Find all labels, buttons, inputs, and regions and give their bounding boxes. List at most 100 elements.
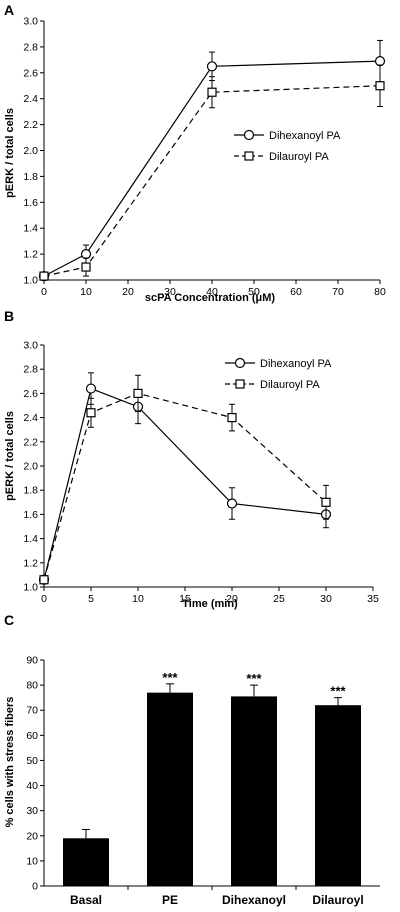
panel-b-x-tick-label: 5 <box>88 593 94 605</box>
panel-b-y-tick-label: 1.2 <box>23 557 38 569</box>
panel-b-y-tick-label: 2.2 <box>23 436 38 448</box>
panel-c-bar-1 <box>63 838 109 886</box>
panel-c-y-axis-label: % cells with stress fibers <box>4 697 16 828</box>
panel-a-legend-marker-2 <box>244 151 254 161</box>
panel-b-series-2-point <box>133 388 143 399</box>
panel-a-series-2-point <box>207 87 217 97</box>
panel-a-series-1-point <box>206 61 218 72</box>
panel-b-x-tick-label: 35 <box>367 593 379 605</box>
panel-a-y-tick-label: 2.4 <box>23 93 38 105</box>
panel-b-series-2-point <box>227 412 237 423</box>
panel-b-x-tick-label: 20 <box>226 593 238 605</box>
panel-a-y-tick-label: 1.4 <box>23 223 38 235</box>
panel-c-y-tick-label: 10 <box>26 855 38 867</box>
panel-b-x-tick-label: 15 <box>179 593 191 605</box>
panel-b-legend-label-2: Dilauroyl PA <box>260 379 320 391</box>
panel-b-y-axis-label: pERK / total cells <box>4 411 16 501</box>
panel-a-series-2-line <box>43 85 381 277</box>
panel-a-series-2-point <box>39 271 49 281</box>
panel-a-y-tick-label: 3.0 <box>23 16 38 28</box>
panel-c-significance-3: *** <box>246 671 262 686</box>
panel-c-category-label-2: PE <box>162 893 178 907</box>
panel-c-category-label-1: Basal <box>70 893 102 907</box>
panel-b-letter: B <box>4 308 14 324</box>
panel-b-y-tick-label: 2.4 <box>23 412 38 424</box>
panel-a-x-tick-label: 0 <box>41 286 47 298</box>
panel-c-y-tick-label: 30 <box>26 805 38 817</box>
panel-b-series-2-point <box>86 408 96 418</box>
panel-c-y-tick-label: 40 <box>26 780 38 792</box>
panel-a-series-1-point <box>80 249 92 260</box>
panel-c-bar-2 <box>147 692 193 886</box>
panel-c-y-tick-label: 80 <box>26 680 38 692</box>
panel-a-legend-label-2: Dilauroyl PA <box>269 151 329 163</box>
panel-a-y-tick-label: 2.6 <box>23 67 38 79</box>
panel-a-legend-label-1: Dihexanoyl PA <box>269 130 341 142</box>
panel-b-y-tick-label: 2.6 <box>23 388 38 400</box>
panel-a-y-tick-label: 1.0 <box>23 275 38 287</box>
panel-a-letter: A <box>4 2 14 18</box>
panel-a-y-axis-label: pERK / total cells <box>4 108 16 198</box>
panel-b-series-1-line <box>43 387 327 580</box>
panel-a-x-axis-label: scPA Concentration (μM) <box>145 292 276 304</box>
chart-panel-b: B pERK / total cells Time (min) 1.01.21.… <box>4 308 379 610</box>
panel-a-x-tick-label: 10 <box>80 286 92 298</box>
panel-a-x-tick-label: 70 <box>332 286 344 298</box>
chart-panel-a: A pERK / total cells scPA Concentration … <box>4 2 386 304</box>
panel-c-category-label-4: Dilauroyl <box>312 893 363 907</box>
panel-c-y-tick-label: 0 <box>32 881 38 893</box>
panel-a-series-2-point <box>375 81 385 91</box>
panel-b-x-axis-label: Time (min) <box>182 598 238 610</box>
panel-a-legend-marker-1 <box>243 129 255 141</box>
panel-b-series-2-line <box>43 392 327 580</box>
panel-a-x-tick-label: 50 <box>248 286 260 298</box>
panel-b-x-tick-label: 30 <box>320 593 332 605</box>
panel-c-bar-4 <box>315 705 361 886</box>
panel-a-plot: 1.0 1.2 1.4 1.6 1.8 2.0 2.2 2.4 2.6 2.8 3.0 0 10 20 30… <box>23 16 386 299</box>
panel-a-x-tick-label: 30 <box>164 286 176 298</box>
panel-a-y-tick-label: 1.2 <box>23 249 38 261</box>
panel-c-y-tick-label: 90 <box>26 655 38 667</box>
panel-c-category-label-3: Dihexanoyl <box>222 893 286 907</box>
panel-a-y-tick-label: 2.8 <box>23 41 38 53</box>
panel-b-y-tick-label: 3.0 <box>23 340 38 352</box>
panel-a-x-tick-label: 40 <box>206 286 218 298</box>
panel-b-legend-label-1: Dihexanoyl PA <box>260 358 332 370</box>
panel-a-series-1-point <box>374 56 386 67</box>
panel-a-x-tick-label: 80 <box>374 286 386 298</box>
panel-b-x-tick-label: 10 <box>132 593 144 605</box>
panel-c-plot: 0 10 20 30 40 50 60 70 80 90 Basal *** PE *** Dihexano… <box>26 655 380 907</box>
panel-c-y-tick-label: 20 <box>26 830 38 842</box>
panel-a-series-2-point <box>81 262 91 272</box>
panel-a-y-tick-label: 2.2 <box>23 119 38 131</box>
panel-b-y-tick-label: 1.4 <box>23 533 38 545</box>
panel-c-y-tick-label: 50 <box>26 755 38 767</box>
panel-c-letter: C <box>4 612 14 628</box>
panel-b-series-1-point <box>226 498 238 509</box>
panel-c-y-tick-label: 70 <box>26 705 38 717</box>
panel-b-y-tick-label: 2.0 <box>23 461 38 473</box>
panel-b-legend-marker-1 <box>234 357 246 369</box>
panel-c-y-tick-label: 60 <box>26 730 38 742</box>
panel-b-y-tick-label: 1.8 <box>23 485 38 497</box>
panel-a-y-tick-label: 1.6 <box>23 197 38 209</box>
panel-b-y-tick-label: 1.0 <box>23 582 38 594</box>
panel-a-y-tick-label: 2.0 <box>23 145 38 157</box>
panel-a-series-1-line <box>43 60 381 277</box>
panel-a-x-tick-label: 20 <box>122 286 134 298</box>
panel-c-significance-4: *** <box>330 684 346 699</box>
panel-b-legend-marker-2 <box>235 379 245 389</box>
panel-b-plot: 1.0 1.2 1.4 1.6 1.8 2.0 2.2 2.4 2.6 2.8 3.0 0 5 10 15 2… <box>23 340 379 606</box>
panel-c-bar-3 <box>231 696 277 886</box>
panel-b-series-2-point <box>39 575 49 585</box>
panel-a-y-tick-label: 1.8 <box>23 171 38 183</box>
panel-b-y-tick-label: 1.6 <box>23 509 38 521</box>
panel-b-series-2-point <box>321 497 331 507</box>
panel-c-significance-2: *** <box>162 670 178 685</box>
panel-b-y-tick-label: 2.8 <box>23 364 38 376</box>
panel-b-x-tick-label: 25 <box>273 593 285 605</box>
chart-panel-c: C % cells with stress fibers 0 10 20 30 40 50… <box>4 612 380 907</box>
panel-b-x-tick-label: 0 <box>41 593 47 605</box>
panel-a-x-tick-label: 60 <box>290 286 302 298</box>
panel-b-series-1-point <box>85 383 97 394</box>
